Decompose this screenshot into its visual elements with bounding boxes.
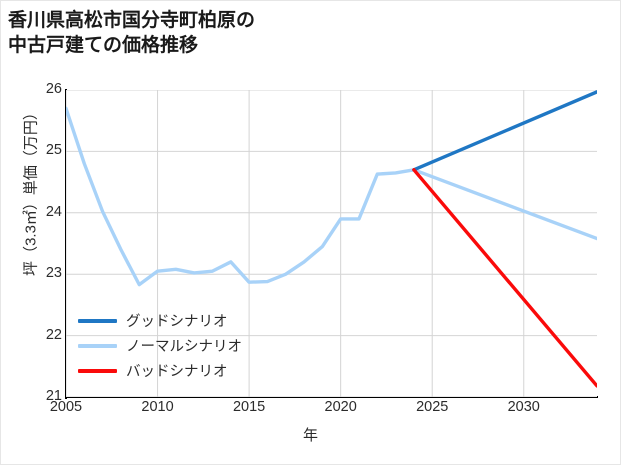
y-axis-tick-label: 24 bbox=[45, 203, 62, 220]
gridlines bbox=[66, 90, 597, 397]
legend-color-swatch bbox=[78, 343, 117, 348]
y-axis-tick-label: 21 bbox=[45, 388, 62, 404]
chart-legend: グッドシナリオ ノーマルシナリオ バッドシナリオ bbox=[78, 308, 278, 383]
series-line-bad bbox=[412, 168, 597, 388]
x-axis-tick-label: 2005 bbox=[49, 399, 83, 415]
legend-item[interactable]: バッドシナリオ bbox=[78, 358, 278, 383]
x-axis-tick-label: 2015 bbox=[232, 399, 266, 415]
series-line-normal bbox=[66, 106, 597, 287]
x-axis-tick-label: 2010 bbox=[141, 399, 174, 415]
x-axis-tick-label: 2025 bbox=[416, 399, 449, 415]
x-axis-tick-label: 2020 bbox=[324, 399, 357, 415]
series-lines bbox=[66, 90, 597, 388]
legend-item-label: グッドシナリオ bbox=[126, 314, 228, 330]
x-axis-label: 年 bbox=[302, 427, 318, 444]
chart-title: 香川県高松市国分寺町柏原の 中古戸建ての価格推移 bbox=[8, 10, 256, 57]
legend-item[interactable]: ノーマルシナリオ bbox=[78, 333, 278, 358]
plot-svg bbox=[66, 90, 597, 397]
y-axis-tick-label: 26 bbox=[45, 81, 62, 97]
plot-area bbox=[66, 90, 597, 397]
y-axis-tick-label: 23 bbox=[45, 265, 62, 282]
y-axis-tick-label: 22 bbox=[45, 326, 62, 343]
series-line-good bbox=[412, 90, 597, 172]
legend-item[interactable]: グッドシナリオ bbox=[78, 308, 278, 333]
x-axis-tick-label: 2030 bbox=[507, 399, 540, 415]
legend-item-label: バッドシナリオ bbox=[126, 364, 228, 380]
x-axis-line bbox=[65, 396, 598, 398]
legend-color-swatch bbox=[78, 318, 117, 323]
y-axis-tick-label: 25 bbox=[45, 142, 62, 159]
y-axis-tick-labels: 21 22 23 24 25 26 bbox=[30, 0, 62, 465]
legend-color-swatch bbox=[78, 368, 117, 373]
legend-item-label: ノーマルシナリオ bbox=[126, 339, 242, 355]
y-axis-label: 坪（3.3㎡）単価（万円） bbox=[22, 105, 40, 276]
